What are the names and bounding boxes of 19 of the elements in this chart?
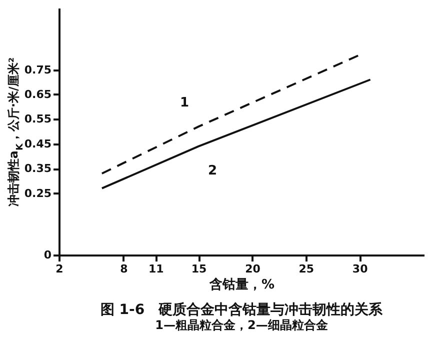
text: 图 1-6 硬质合金中含钴量与冲击韧性的关系	[100, 301, 384, 318]
y-tick-label: 0.75	[24, 63, 52, 76]
series-label: 1	[180, 96, 190, 111]
series-label: 2	[208, 163, 218, 178]
x-tick-label: 2	[56, 262, 64, 276]
x-axis-title: 含钴量，%	[208, 276, 275, 292]
x-tick-label: 20	[245, 262, 261, 276]
text: 1—粗晶粒合金，2—细晶粒合金	[155, 318, 329, 332]
x-tick-label: 30	[352, 262, 368, 276]
y-tick-label: 0.25	[24, 186, 52, 200]
y-tick-label: 0.45	[24, 137, 52, 150]
y-tick-label: 0.65	[24, 88, 52, 101]
x-tick-label: 11	[148, 262, 164, 276]
y-tick-label: 0.35	[24, 162, 52, 176]
x-tick-label: 25	[298, 262, 314, 276]
y-tick-label: 0	[44, 248, 52, 262]
x-tick-label: 15	[191, 262, 207, 276]
x-tick-label: 8	[120, 262, 128, 276]
y-tick-label: 0.55	[24, 112, 52, 126]
